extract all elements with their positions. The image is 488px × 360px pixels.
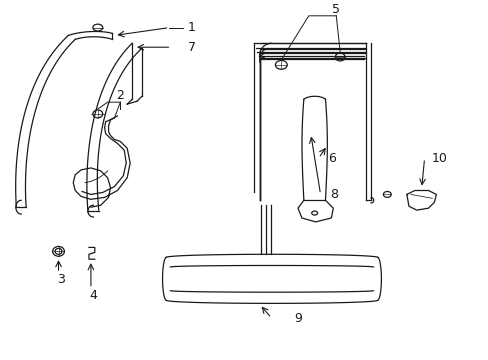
Text: 10: 10: [430, 152, 447, 165]
Ellipse shape: [93, 24, 102, 31]
Text: 3: 3: [58, 273, 65, 286]
Ellipse shape: [383, 192, 390, 197]
Text: 6: 6: [328, 152, 336, 165]
Text: 1: 1: [188, 21, 196, 34]
Ellipse shape: [93, 110, 102, 118]
Text: 2: 2: [116, 89, 124, 102]
Ellipse shape: [335, 53, 345, 61]
Text: 4: 4: [89, 289, 97, 302]
Ellipse shape: [55, 248, 62, 254]
Ellipse shape: [311, 211, 317, 215]
Text: 5: 5: [331, 3, 340, 16]
Ellipse shape: [275, 60, 286, 69]
Ellipse shape: [53, 247, 64, 256]
Text: 9: 9: [293, 312, 301, 325]
Text: 7: 7: [188, 41, 196, 54]
Text: 8: 8: [330, 188, 338, 201]
